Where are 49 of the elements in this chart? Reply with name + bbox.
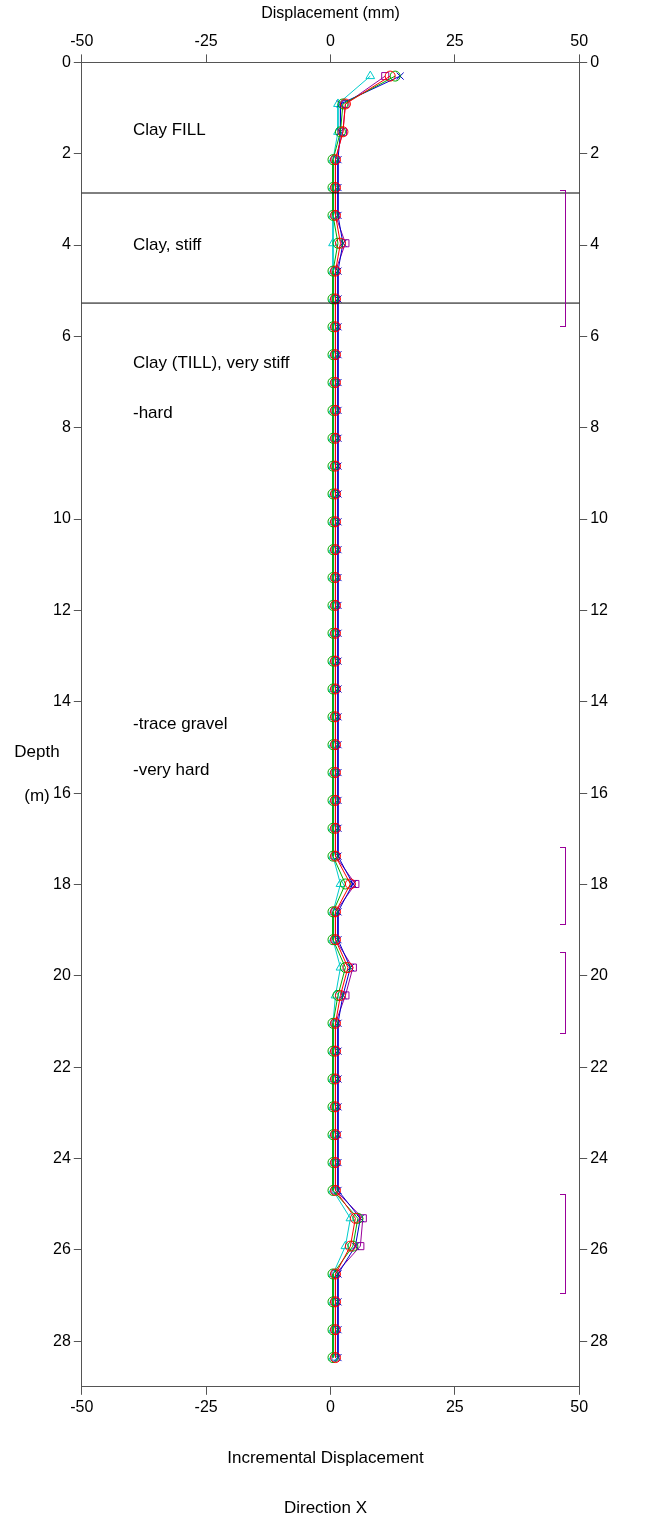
x2-tick-label: -50: [70, 32, 94, 50]
x-tick-label: 0: [326, 1397, 336, 1415]
annotation: -very hard: [133, 760, 210, 780]
y2-tick-label: 0: [590, 52, 600, 70]
x-tick-label: 50: [570, 1397, 589, 1415]
y2-tick-label: 10: [590, 509, 609, 527]
x2-axis-title: Displacement (mm): [261, 4, 400, 22]
y-tick-label: 18: [53, 874, 71, 892]
y-tick-label: 22: [53, 1057, 71, 1075]
y2-tick-label: 6: [590, 326, 600, 344]
y-tick-label: 26: [53, 1240, 71, 1258]
y2-tick-label: 20: [590, 966, 609, 984]
y2-tick-label: 14: [590, 692, 609, 710]
y2-tick-label: 18: [590, 874, 609, 892]
x2-tick-label: -25: [194, 32, 218, 50]
x2-tick-label: 25: [445, 32, 464, 50]
text: Direction X: [282, 1498, 369, 1518]
annotation: Clay, stiff: [133, 235, 202, 255]
y-tick-label: 10: [53, 509, 71, 527]
y-tick-label: 0: [61, 52, 71, 70]
annotation: -hard: [133, 403, 173, 423]
x-tick-label: -50: [70, 1397, 94, 1415]
y-tick-label: 4: [61, 235, 71, 253]
y-tick-label: 20: [53, 966, 71, 984]
y-tick-label: 12: [53, 600, 71, 618]
annotation: Clay (TILL), very stiff: [133, 353, 290, 373]
x-axis-title: Incremental Displacement: [226, 1448, 425, 1468]
annotation: Clay FILL: [133, 120, 206, 140]
y-tick-label: 14: [53, 692, 71, 710]
x2-tick-label: 50: [570, 32, 589, 50]
y-tick-label: 16: [53, 783, 71, 801]
x-tick-label: -25: [194, 1397, 218, 1415]
y2-tick-label: 22: [590, 1057, 609, 1075]
y2-tick-label: 24: [590, 1148, 609, 1166]
y2-tick-label: 2: [590, 144, 600, 162]
annotation: -trace gravel: [133, 714, 228, 734]
y2-tick-label: 28: [590, 1331, 609, 1349]
y-tick-label: 6: [61, 326, 71, 344]
y-tick-label: 2: [61, 144, 71, 162]
x2-tick-label: 0: [326, 32, 336, 50]
y-tick-label: 8: [61, 418, 71, 436]
y2-tick-label: 8: [590, 418, 600, 436]
y2-tick-label: 16: [590, 783, 609, 801]
x-tick-label: 25: [445, 1397, 464, 1415]
y-tick-label: 24: [53, 1148, 71, 1166]
y2-tick-label: 4: [590, 235, 600, 253]
y2-tick-label: 26: [590, 1240, 609, 1258]
y2-tick-label: 12: [590, 600, 609, 618]
y-tick-label: 28: [53, 1331, 71, 1349]
